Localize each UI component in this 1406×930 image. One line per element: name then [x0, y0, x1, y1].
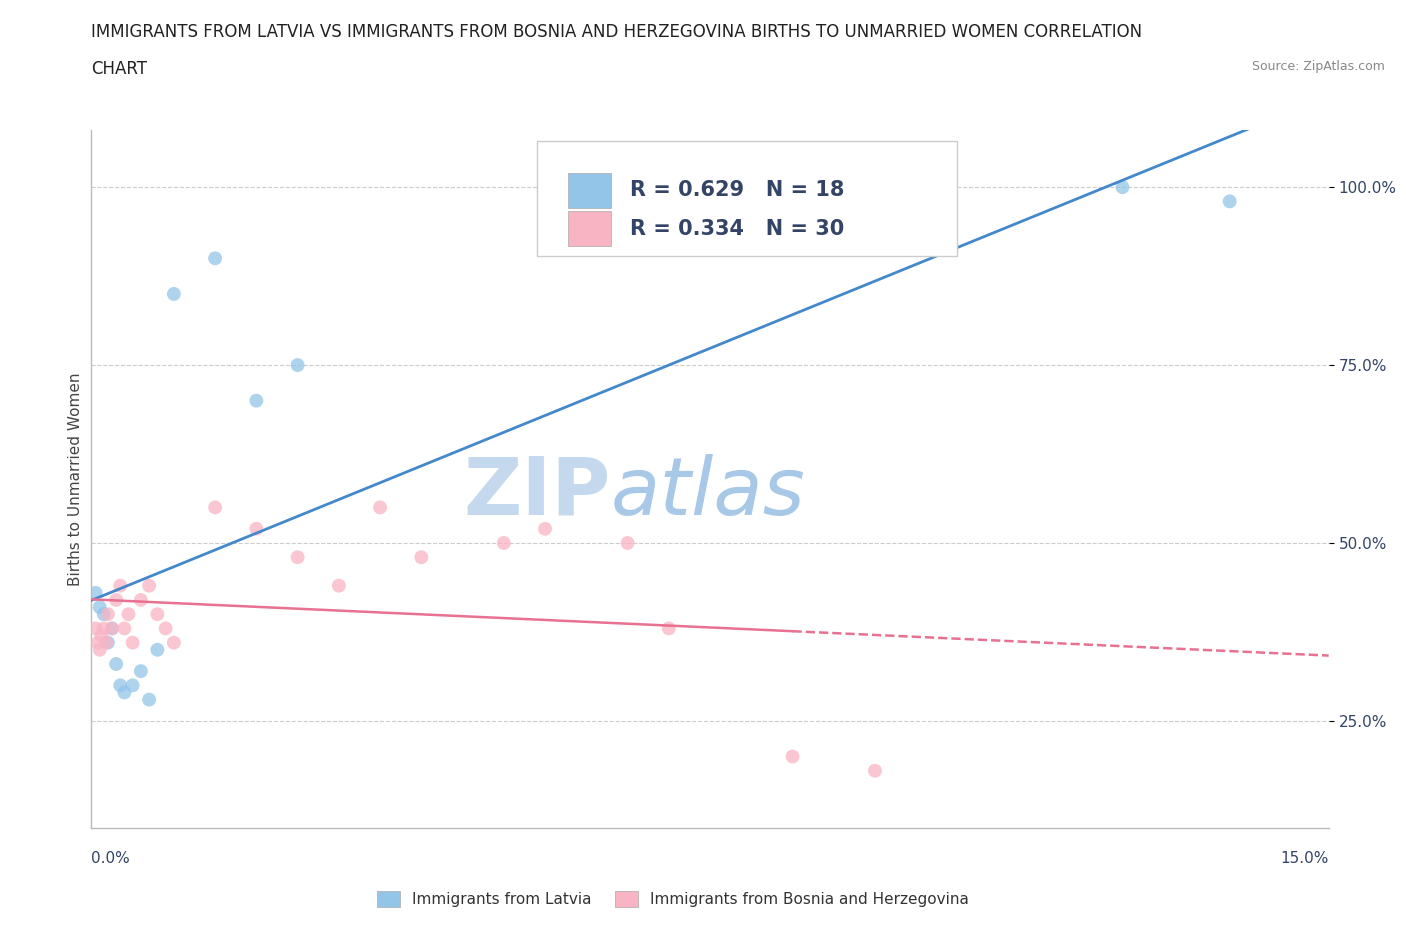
- Point: [1111, 179, 1133, 194]
- Point: [89, 643, 111, 658]
- Point: [110, 678, 132, 693]
- Point: [101, 621, 124, 636]
- Point: [138, 692, 160, 707]
- Point: [87, 635, 110, 650]
- Text: R = 0.629   N = 18: R = 0.629 N = 18: [630, 180, 844, 200]
- Point: [89, 600, 111, 615]
- Point: [84, 621, 107, 636]
- FancyBboxPatch shape: [568, 211, 612, 246]
- Text: 15.0%: 15.0%: [1281, 851, 1329, 866]
- Text: R = 0.334   N = 30: R = 0.334 N = 30: [630, 219, 844, 239]
- Point: [1219, 194, 1241, 209]
- Text: CHART: CHART: [91, 60, 148, 78]
- Point: [155, 621, 177, 636]
- Point: [492, 536, 515, 551]
- Point: [204, 500, 226, 515]
- Text: 0.0%: 0.0%: [91, 851, 131, 866]
- Point: [93, 606, 115, 621]
- Point: [245, 522, 267, 537]
- Point: [84, 585, 107, 600]
- Point: [110, 578, 132, 593]
- Point: [138, 578, 160, 593]
- Point: [782, 749, 804, 764]
- FancyBboxPatch shape: [537, 140, 957, 256]
- Legend: Immigrants from Latvia, Immigrants from Bosnia and Herzegovina: Immigrants from Latvia, Immigrants from …: [377, 891, 969, 908]
- Point: [146, 643, 169, 658]
- Point: [328, 578, 350, 593]
- Point: [97, 635, 120, 650]
- Point: [105, 657, 128, 671]
- Point: [863, 764, 886, 778]
- Point: [245, 393, 267, 408]
- Point: [287, 358, 309, 373]
- Text: IMMIGRANTS FROM LATVIA VS IMMIGRANTS FROM BOSNIA AND HERZEGOVINA BIRTHS TO UNMAR: IMMIGRANTS FROM LATVIA VS IMMIGRANTS FRO…: [91, 23, 1143, 41]
- Point: [105, 592, 128, 607]
- Point: [411, 550, 433, 565]
- Point: [121, 678, 143, 693]
- Point: [534, 522, 557, 537]
- FancyBboxPatch shape: [568, 173, 612, 207]
- Point: [658, 621, 681, 636]
- Point: [112, 685, 135, 700]
- Point: [204, 251, 226, 266]
- Point: [163, 635, 186, 650]
- Point: [96, 635, 118, 650]
- Point: [616, 536, 638, 551]
- Point: [97, 606, 120, 621]
- Y-axis label: Births to Unmarried Women: Births to Unmarried Women: [67, 372, 83, 586]
- Text: Source: ZipAtlas.com: Source: ZipAtlas.com: [1251, 60, 1385, 73]
- Point: [129, 592, 152, 607]
- Point: [129, 664, 152, 679]
- Point: [93, 621, 115, 636]
- Point: [163, 286, 186, 301]
- Point: [112, 621, 135, 636]
- Text: ZIP: ZIP: [464, 454, 612, 532]
- Point: [287, 550, 309, 565]
- Point: [101, 621, 124, 636]
- Point: [121, 635, 143, 650]
- Point: [90, 628, 112, 643]
- Point: [368, 500, 391, 515]
- Point: [146, 606, 169, 621]
- Text: atlas: atlas: [612, 454, 806, 532]
- Point: [117, 606, 139, 621]
